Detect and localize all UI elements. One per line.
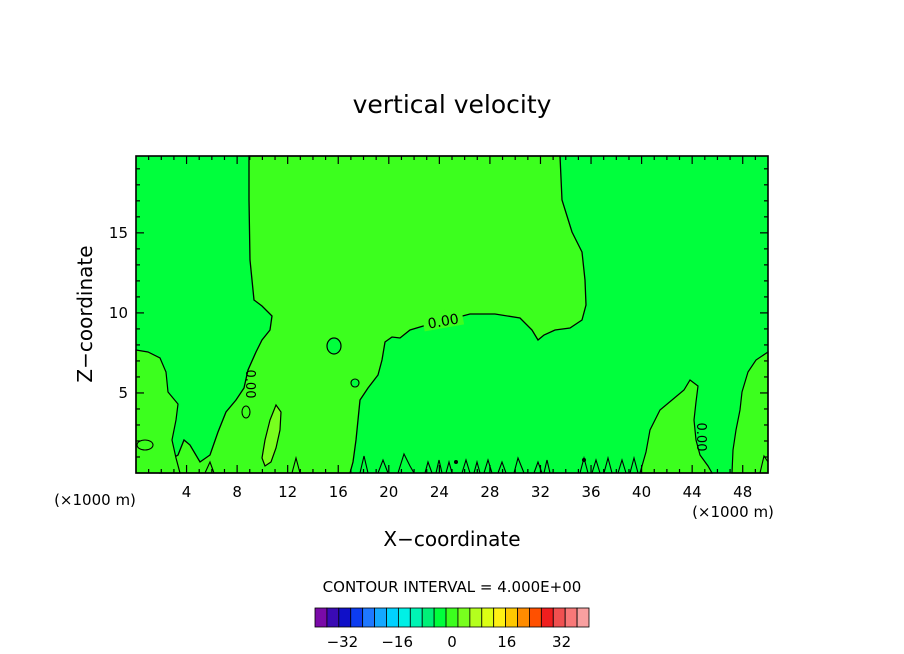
contour-label: 0.00 — [693, 423, 708, 452]
colorbar-swatch — [564, 607, 578, 628]
colorbar-swatch — [362, 607, 375, 628]
x-tick-label: 32 — [531, 483, 550, 501]
colorbar-swatch — [397, 607, 411, 628]
colorbar-tick-label: 0 — [447, 633, 457, 651]
chart-title: vertical velocity — [353, 90, 552, 119]
x-tick-label: 4 — [182, 483, 192, 501]
colorbar-swatch — [338, 607, 352, 628]
colorbar-swatch — [576, 607, 590, 628]
colorbar-swatch — [409, 607, 423, 628]
x-tick-label: 48 — [733, 483, 752, 501]
x-tick-label: 44 — [683, 483, 702, 501]
positive-region-strong — [261, 403, 282, 467]
small-contour-2 — [350, 378, 360, 388]
x-unit-left: (×1000 m) — [54, 491, 136, 509]
colorbar-swatch — [517, 607, 530, 628]
colorbar-swatch — [493, 607, 507, 628]
colorbar: −32 −16 0 16 32 — [314, 607, 590, 651]
x-tick-label: 12 — [278, 483, 297, 501]
colorbar-swatch — [374, 607, 387, 628]
x-axis-label: X−coordinate — [383, 527, 520, 551]
y-tick-label: 15 — [109, 224, 128, 242]
x-tick-label: 20 — [379, 483, 398, 501]
colorbar-swatch — [540, 607, 554, 628]
x-tick-label: 24 — [430, 483, 449, 501]
boundary-dot-2 — [582, 458, 586, 462]
y-tick-label: 10 — [109, 304, 128, 322]
contour-label: 0.00 — [427, 311, 460, 332]
colorbar-swatch — [350, 607, 364, 628]
colorbar-swatch — [326, 607, 340, 628]
colorbar-swatch — [314, 607, 328, 628]
x-tick-label: 28 — [480, 483, 499, 501]
contour-label-bg-1 — [421, 306, 465, 332]
x-tick-label: 40 — [632, 483, 651, 501]
contour-label: 0.00 — [242, 370, 257, 399]
x-tick-label: 16 — [329, 483, 348, 501]
colorbar-swatch — [445, 607, 459, 628]
x-tick-label: 36 — [581, 483, 600, 501]
contour-interval-text: CONTOUR INTERVAL = 4.000E+00 — [323, 578, 582, 596]
plot-area: 0.00 0.00 0.00 — [135, 155, 769, 474]
colorbar-swatch — [433, 607, 447, 628]
small-contour-3 — [241, 405, 251, 419]
colorbar-swatch — [481, 607, 495, 628]
boundary-dot-1 — [454, 460, 458, 464]
y-tick-label: 5 — [118, 384, 128, 402]
boundary-layer-contours — [204, 452, 769, 474]
positive-region-central — [158, 155, 587, 474]
colorbar-tick-label: 32 — [552, 633, 571, 651]
colorbar-tick-label: 16 — [497, 633, 516, 651]
colorbar-swatch — [386, 607, 399, 628]
small-contour-1 — [326, 337, 342, 355]
colorbar-swatch — [421, 607, 435, 628]
x-unit-right: (×1000 m) — [692, 503, 774, 521]
colorbar-tick-label: −16 — [381, 633, 413, 651]
colorbar-swatch — [469, 607, 483, 628]
small-contour-4 — [136, 439, 154, 451]
colorbar-swatch — [552, 607, 566, 628]
colorbar-swatch — [529, 607, 542, 628]
y-axis-label: Z−coordinate — [73, 245, 97, 382]
colorbar-swatch — [457, 607, 471, 628]
colorbar-swatch — [505, 607, 518, 628]
x-tick-label: 8 — [232, 483, 242, 501]
colorbar-tick-label: −32 — [327, 633, 359, 651]
